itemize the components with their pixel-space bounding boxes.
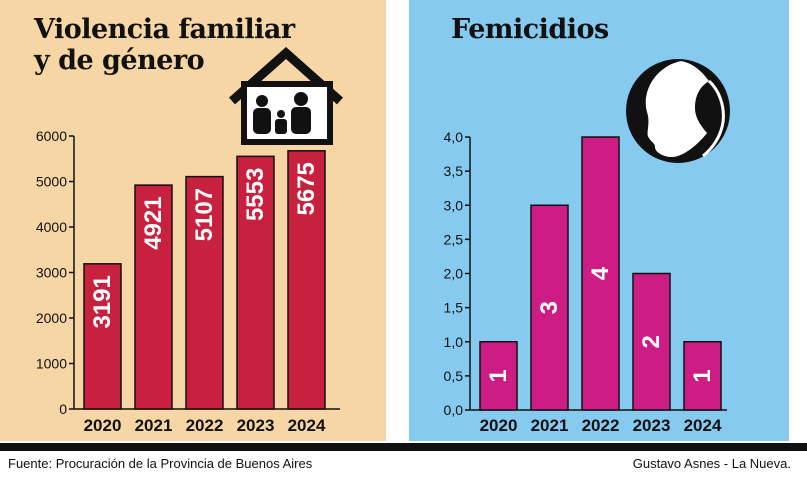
violencia-category-label: 2024: [288, 416, 326, 435]
violencia-ytick-label: 6000: [36, 128, 67, 144]
violencia-data-label: 5107: [191, 188, 218, 241]
violencia-data-label: 5553: [242, 168, 269, 221]
femicidios-data-label: 1: [689, 369, 716, 382]
violencia-bar: [134, 184, 173, 410]
violencia-ytick-label: 5000: [36, 174, 67, 190]
femicidios-panel: 0,0 0,5 1,0 1,5 2,0 2,5 3,0 3,5 4,0 1 2020 3 2021 4 20…: [409, 0, 789, 441]
woman-silhouette-icon: [626, 59, 730, 163]
violencia-ytick-label: 1000: [36, 356, 67, 372]
femicidios-ytick-label: 4,0: [444, 129, 464, 145]
violencia-data-label: 4921: [140, 196, 167, 249]
femicidios-category-label: 2022: [582, 416, 620, 435]
femicidios-chart: 0,0 0,5 1,0 1,5 2,0 2,5 3,0 3,5 4,0 1 2020 3 2021 4 20…: [444, 59, 730, 435]
femicidios-bar: [479, 341, 518, 411]
violencia-bar: [185, 175, 224, 410]
violencia-ytick-label: 4000: [36, 219, 67, 235]
violencia-data-label: 5675: [293, 162, 320, 215]
femicidios-data-label: 3: [536, 301, 563, 314]
femicidios-ytick-label: 1,0: [444, 334, 464, 350]
femicidios-bar: [530, 204, 569, 411]
violencia-ytick-label: 3000: [36, 265, 67, 281]
femicidios-category-label: 2024: [684, 416, 722, 435]
femicidios-plot: 0,0 0,5 1,0 1,5 2,0 2,5 3,0 3,5 4,0 1 2020 3 2021 4 20…: [444, 129, 727, 435]
femicidios-category-label: 2020: [480, 416, 518, 435]
violencia-title-line1: Violencia familiar: [34, 14, 295, 45]
femicidios-ytick-label: 2,0: [444, 266, 464, 282]
violencia-bar: [236, 155, 275, 410]
violencia-ytick-label: 2000: [36, 310, 67, 326]
violencia-plot: 0 1000 2000 3000 4000 5000 6000 3191 2020 4921 202…: [36, 128, 340, 435]
femicidios-category-label: 2023: [633, 416, 671, 435]
house-family-icon: [229, 46, 343, 145]
violencia-bar: [83, 263, 122, 410]
femicidios-data-label: 1: [485, 369, 512, 382]
violencia-panel: 0 1000 2000 3000 4000 5000 6000 3191 2020 4921 202…: [0, 0, 386, 441]
footer-source: Fuente: Procuración de la Provincia de B…: [8, 456, 313, 471]
violencia-ytick-label: 0: [59, 401, 67, 417]
femicidios-category-label: 2021: [531, 416, 569, 435]
violencia-title-line2: y de género: [34, 45, 205, 76]
violencia-title: Violencia familiar y de género: [34, 14, 295, 76]
femicidios-title: Femicidios: [451, 14, 609, 45]
femicidios-bar: [632, 272, 671, 411]
femicidios-bar: [683, 341, 722, 411]
footer-rule: [0, 443, 807, 451]
violencia-data-label: 3191: [89, 275, 116, 328]
femicidios-ytick-label: 0,5: [444, 368, 464, 384]
femicidios-data-label: 4: [587, 266, 614, 280]
femicidios-ytick-label: 1,5: [444, 300, 464, 316]
footer-credit: Gustavo Asnes - La Nueva.: [632, 456, 791, 471]
femicidios-ytick-label: 3,0: [444, 197, 464, 213]
violencia-category-label: 2023: [237, 416, 275, 435]
femicidios-ytick-label: 2,5: [444, 231, 464, 247]
violencia-category-label: 2021: [135, 416, 173, 435]
femicidios-bar: [581, 136, 620, 411]
violencia-category-label: 2020: [84, 416, 122, 435]
femicidios-ytick-label: 0,0: [444, 402, 464, 418]
femicidios-ytick-label: 3,5: [444, 163, 464, 179]
violencia-chart: 0 1000 2000 3000 4000 5000 6000 3191 2020 4921 202…: [36, 46, 343, 435]
violencia-category-label: 2022: [186, 416, 224, 435]
femicidios-data-label: 2: [638, 335, 665, 348]
violencia-bar: [287, 150, 326, 410]
